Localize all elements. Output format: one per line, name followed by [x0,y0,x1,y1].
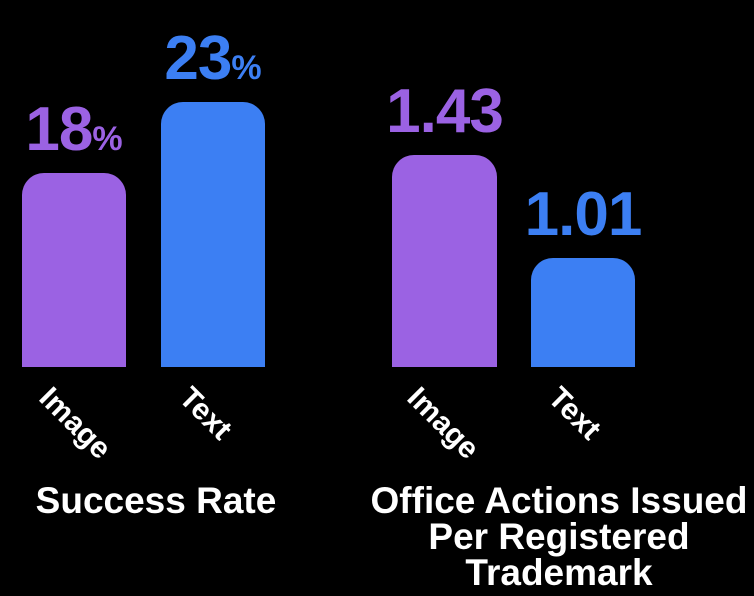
bar-column-success-rate-image: 18% [22,99,126,367]
value-label: 1.01 [525,184,643,246]
chart-title-success-rate: Success Rate [6,480,306,521]
value-label: 18% [25,99,122,161]
image-bar [392,155,497,367]
value-label: 1.43 [386,81,504,143]
category-tick-label-text: Text [541,381,608,447]
value-number: 1.43 [386,77,504,146]
bar-column-office-actions-image: 1.43 [386,81,504,367]
value-number: 1.01 [524,180,643,249]
percent-sign: % [92,120,123,158]
title-line: Office Actions Issued [370,480,748,521]
value-label: 23% [164,28,261,90]
bar-column-office-actions-text: 1.01 [525,184,642,367]
text-bar [161,102,265,367]
category-tick-label-text: Text [172,381,239,447]
text-bar [531,258,635,367]
value-number: 18 [25,95,93,164]
percent-sign: % [231,49,262,87]
chart-title-office-actions: Office Actions Issued Per Registered Tra… [364,480,754,593]
bar-column-success-rate-text: 23% [161,28,265,367]
image-bar [22,173,126,367]
category-tick-label-image: Image [32,381,118,466]
category-tick-label-image: Image [400,381,486,466]
title-line: Per Registered [428,516,690,557]
title-line: Trademark [465,552,653,593]
title-line: Success Rate [35,480,277,521]
value-number: 23 [164,24,232,93]
